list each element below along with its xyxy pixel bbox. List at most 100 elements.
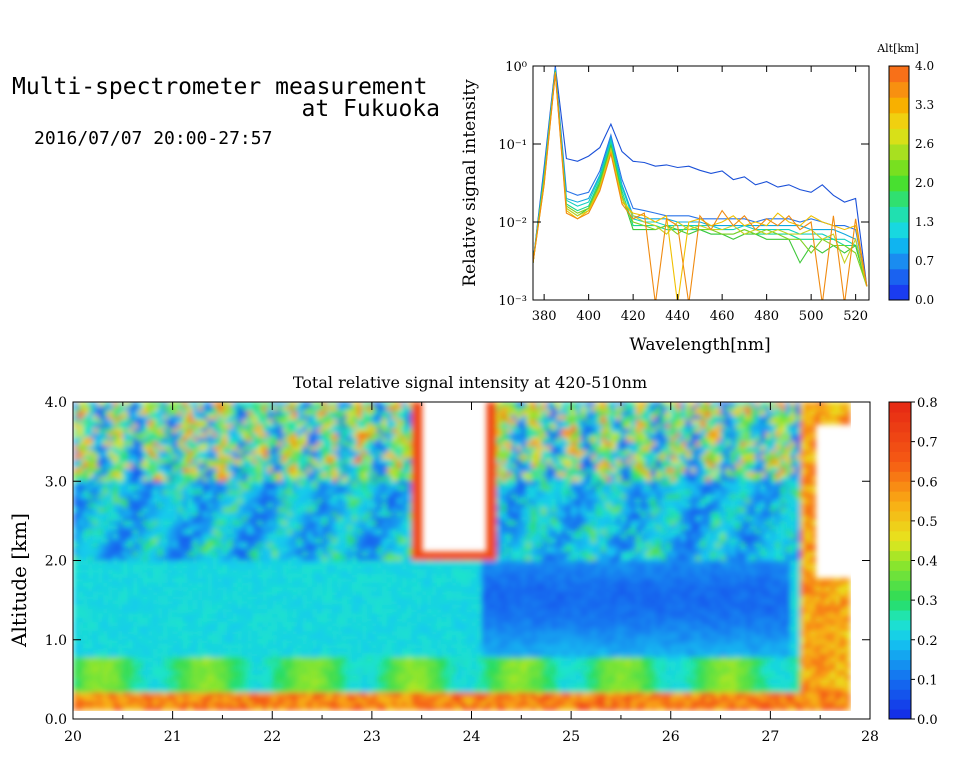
- intensity-colorbar-band: [889, 689, 911, 700]
- intensity-colorbar-band: [889, 530, 911, 542]
- spectrum-y-tick-label: 10⁻³: [498, 294, 527, 309]
- intensity-colorbar-band: [889, 431, 911, 443]
- intensity-colorbar-band: [889, 421, 911, 433]
- spectrum-x-tick-label: 380: [532, 309, 557, 324]
- intensity-colorbar-band: [889, 590, 911, 601]
- heatmap-plot-frame: [72, 401, 871, 720]
- intensity-colorbar-band: [889, 501, 911, 512]
- intensity-colorbar-band: [889, 709, 911, 720]
- spectrum-line-chart: 380 400 420 440 460 480 500 52010⁻³10⁻²10⁻¹10⁰ …: [460, 42, 934, 355]
- heatmap-title: Total relative signal intensity at 420-5…: [293, 373, 647, 392]
- heatmap-x-tick-label: 27: [761, 729, 779, 745]
- heatmap-x-tick-label: 24: [463, 729, 481, 745]
- figure-title-line1: Multi-spectrometer measurement: [12, 74, 428, 100]
- heatmap-y-tick-label: 4.0: [45, 395, 67, 411]
- intensity-colorbar-band: [889, 540, 911, 552]
- intensity-colorbar-tick-label: 0.1: [917, 673, 938, 688]
- spectrum-y-tick-label: 10⁻¹: [498, 138, 527, 153]
- intensity-colorbar-band: [889, 411, 911, 423]
- altitude-colorbar-tick-label: 1.3: [915, 215, 934, 229]
- altitude-colorbar-tick-label: 2.0: [915, 176, 934, 190]
- intensity-colorbar-band: [889, 520, 911, 532]
- altitude-colorbar-band: [889, 206, 909, 223]
- intensity-colorbar-band: [889, 451, 911, 462]
- altitude-colorbar: 0.0 0.7 1.3 2.0 2.6 3.3 4.0: [888, 59, 934, 307]
- altitude-colorbar-tick-label: 4.0: [915, 59, 934, 73]
- heatmap-x-tick-label: 20: [64, 729, 82, 745]
- altitude-colorbar-band: [889, 253, 909, 270]
- intensity-colorbar-band: [889, 699, 911, 710]
- altitude-colorbar-band: [889, 190, 909, 207]
- intensity-colorbar-band: [889, 629, 911, 641]
- altitude-colorbar-band: [889, 268, 909, 285]
- spectrum-series-line: [533, 66, 868, 287]
- spectrum-plot-frame: [532, 65, 870, 301]
- intensity-colorbar-tick-label: 0.3: [917, 594, 938, 609]
- heatmap-y-axis-label: Altitude [km]: [7, 513, 31, 648]
- spectrum-x-tick-label: 400: [576, 309, 601, 324]
- intensity-colorbar-band: [889, 550, 911, 561]
- altitude-colorbar-band: [889, 128, 909, 145]
- heatmap-x-tick-label: 26: [662, 729, 680, 745]
- intensity-colorbar-band: [889, 580, 911, 591]
- spectrum-y-tick-label: 10⁰: [505, 60, 527, 75]
- intensity-colorbar-band: [889, 619, 911, 631]
- altitude-colorbar-tick-label: 0.0: [915, 293, 934, 307]
- heatmap-y-tick-label: 1.0: [45, 633, 67, 649]
- heatmap-x-tick-label: 22: [263, 729, 281, 745]
- measurement-datetime: 2016/07/07 20:00-27:57: [34, 128, 273, 149]
- spectrum-x-tick-label: 480: [754, 309, 779, 324]
- spectrum-y-axis-label: Relative signal intensity: [460, 79, 480, 287]
- intensity-colorbar-band: [889, 461, 911, 472]
- spectrum-y-tick-label: 10⁻²: [498, 216, 527, 231]
- spectrum-series-line: [533, 71, 868, 287]
- spectrum-x-tick-label: 460: [710, 309, 735, 324]
- intensity-colorbar-band: [889, 669, 911, 680]
- intensity-colorbar-band: [889, 441, 911, 453]
- intensity-colorbar-band: [889, 560, 911, 571]
- altitude-colorbar-tick-label: 3.3: [915, 98, 934, 112]
- spectrum-x-tick-label: 520: [843, 309, 868, 324]
- intensity-colorbar-tick-label: 0.7: [917, 436, 938, 451]
- spectrum-x-axis-label: Wavelength[nm]: [629, 335, 770, 355]
- altitude-colorbar-band: [889, 112, 909, 129]
- altitude-colorbar-band: [889, 97, 909, 114]
- spectrum-series-line: [533, 73, 868, 300]
- figure-title-line2: at Fukuoka: [301, 96, 440, 122]
- altitude-colorbar-band: [889, 284, 909, 301]
- spectrum-x-tick-label: 500: [799, 309, 824, 324]
- intensity-colorbar-band: [889, 471, 911, 482]
- heatmap-y-tick-label: 2.0: [45, 554, 67, 570]
- altitude-colorbar-band: [889, 175, 909, 192]
- altitude-colorbar-band: [889, 237, 909, 254]
- altitude-colorbar-tick-label: 2.6: [915, 137, 934, 151]
- heatmap-y-tick-label: 3.0: [45, 474, 67, 490]
- intensity-colorbar-tick-label: 0.2: [917, 634, 938, 649]
- intensity-colorbar-tick-label: 0.4: [917, 555, 938, 570]
- intensity-colorbar-band: [889, 600, 911, 611]
- intensity-colorbar-band: [889, 649, 911, 661]
- intensity-colorbar: 0.0 0.1 0.2 0.3 0.4 0.5 0.6 0.7 0.8: [888, 396, 938, 728]
- altitude-colorbar-band: [889, 159, 909, 176]
- spectrum-x-tick-label: 420: [621, 309, 646, 324]
- heatmap-x-tick-label: 28: [861, 729, 879, 745]
- altitude-colorbar-tick-label: 0.7: [915, 254, 934, 268]
- intensity-colorbar-band: [889, 491, 911, 502]
- altitude-colorbar-band: [889, 66, 909, 83]
- intensity-colorbar-tick-label: 0.6: [917, 475, 938, 490]
- intensity-colorbar-band: [889, 570, 911, 581]
- altitude-colorbar-band: [889, 222, 909, 239]
- intensity-colorbar-band: [889, 679, 911, 690]
- intensity-colorbar-band: [889, 659, 911, 670]
- intensity-colorbar-band: [889, 639, 911, 651]
- intensity-colorbar-tick-label: 0.8: [917, 396, 938, 411]
- spectrum-x-tick-label: 440: [665, 309, 690, 324]
- intensity-colorbar-band: [889, 510, 911, 522]
- altitude-colorbar-band: [889, 144, 909, 161]
- heatmap-x-tick-label: 23: [363, 729, 381, 745]
- heatmap-x-tick-label: 21: [164, 729, 182, 745]
- altitude-colorbar-band: [889, 81, 909, 98]
- intensity-colorbar-band: [889, 481, 911, 492]
- intensity-colorbar-tick-label: 0.0: [917, 713, 938, 728]
